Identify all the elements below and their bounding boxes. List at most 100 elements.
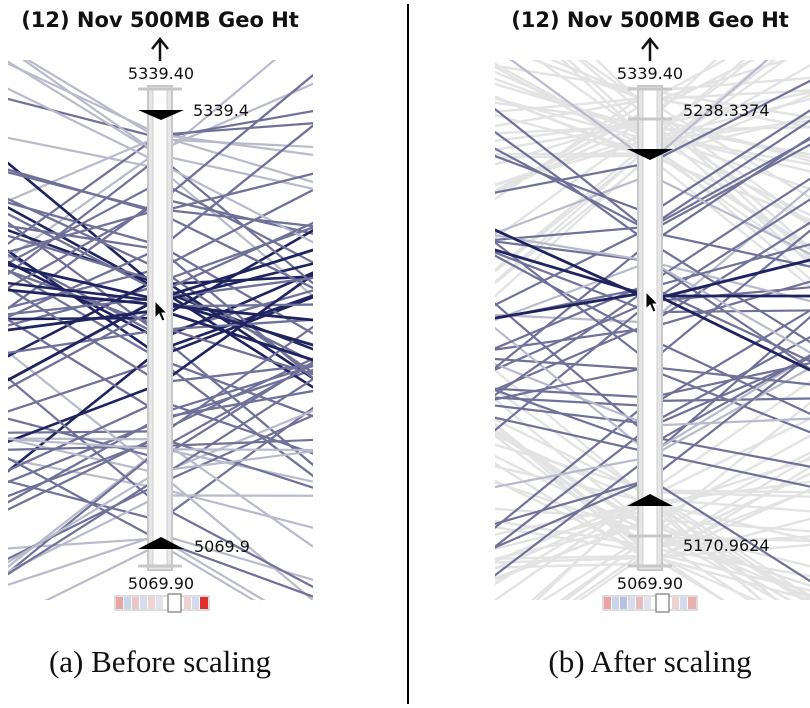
data-polyline-segment bbox=[158, 122, 313, 136]
upper-handle-label: 5238.3374 bbox=[683, 101, 770, 120]
data-polyline-segment bbox=[8, 155, 162, 276]
context-polyline-segment bbox=[648, 543, 810, 560]
context-polyline-segment bbox=[495, 95, 652, 161]
data-polyline-segment bbox=[648, 478, 810, 583]
data-polyline-segment bbox=[158, 124, 313, 250]
data-polyline-segment bbox=[495, 154, 652, 215]
context-polyline-segment bbox=[495, 508, 652, 551]
data-polyline-segment bbox=[158, 226, 313, 283]
data-polyline-segment bbox=[26, 60, 162, 141]
context-polyline-segment bbox=[648, 60, 755, 113]
data-polyline-segment bbox=[8, 62, 162, 136]
axis-bar bbox=[138, 85, 182, 571]
context-polyline-segment bbox=[648, 480, 810, 505]
data-polyline-segment bbox=[648, 221, 810, 325]
color-scale-widget[interactable] bbox=[602, 593, 698, 613]
data-polyline-segment bbox=[495, 455, 652, 489]
context-polyline-segment bbox=[648, 141, 810, 280]
data-polyline-segment bbox=[8, 533, 162, 586]
context-polyline-segment bbox=[577, 550, 652, 600]
panel-before-scaling: (12) Nov 500MB Geo Ht 5339.40 5339.4 506… bbox=[8, 8, 313, 679]
data-polyline-segment bbox=[8, 457, 162, 542]
data-polyline-segment bbox=[495, 107, 652, 234]
data-polyline-segment bbox=[495, 147, 652, 233]
context-polyline-segment bbox=[648, 501, 806, 600]
data-polyline-segment bbox=[8, 249, 162, 358]
lower-range-handle[interactable] bbox=[627, 494, 673, 506]
context-polyline-segment bbox=[648, 106, 810, 225]
data-polyline-segment bbox=[158, 537, 266, 600]
upper-range-handle[interactable] bbox=[138, 110, 184, 120]
data-polyline-segment bbox=[495, 282, 652, 350]
data-polyline-segment bbox=[158, 303, 313, 322]
context-polyline-segment bbox=[648, 145, 810, 251]
context-polyline-segment bbox=[495, 140, 652, 272]
data-polyline-segment bbox=[158, 172, 313, 213]
data-polyline-segment bbox=[648, 177, 810, 285]
context-polyline-segment bbox=[648, 60, 727, 102]
context-polyline-segment bbox=[495, 65, 652, 157]
data-polyline-segment bbox=[158, 378, 313, 479]
context-polyline-segment bbox=[572, 546, 652, 600]
data-polyline-segment bbox=[158, 438, 313, 448]
color-scale-slider-knob[interactable] bbox=[167, 593, 182, 613]
context-polyline-segment bbox=[495, 115, 652, 166]
data-polyline-segment bbox=[495, 425, 652, 548]
data-polyline-segment bbox=[495, 313, 652, 324]
data-polyline-segment bbox=[648, 354, 810, 455]
data-polyline-segment bbox=[648, 143, 810, 233]
data-polyline-segment bbox=[495, 241, 652, 364]
color-scale-slider-knob[interactable] bbox=[655, 593, 670, 613]
data-polyline-segment bbox=[158, 221, 313, 294]
context-polyline-segment bbox=[648, 137, 810, 217]
data-polyline-segment bbox=[158, 325, 313, 437]
context-polyline-segment bbox=[495, 525, 652, 554]
data-polyline-segment bbox=[495, 362, 652, 427]
data-polyline-segment bbox=[8, 296, 162, 316]
context-polyline-segment bbox=[648, 554, 726, 600]
data-polyline-segment bbox=[495, 478, 652, 525]
data-polyline-segment bbox=[158, 358, 313, 418]
lower-handle-label: 5069.9 bbox=[194, 537, 250, 556]
data-polyline-segment bbox=[8, 263, 162, 302]
data-polyline-segment bbox=[158, 504, 313, 589]
context-polyline-segment bbox=[495, 125, 652, 240]
data-polyline-segment bbox=[158, 318, 313, 331]
data-polyline-segment bbox=[495, 399, 652, 529]
context-polyline-segment bbox=[549, 60, 652, 104]
data-polyline-segment bbox=[8, 296, 162, 382]
data-polyline-segment bbox=[8, 136, 162, 170]
context-polyline-segment bbox=[648, 466, 810, 565]
data-polyline-segment bbox=[8, 161, 162, 292]
data-polyline-segment bbox=[648, 241, 810, 344]
context-polyline-segment bbox=[648, 156, 810, 288]
data-polyline-segment bbox=[648, 109, 810, 215]
data-polyline-segment bbox=[495, 131, 652, 245]
context-polyline-segment bbox=[495, 98, 652, 195]
color-scale-widget[interactable] bbox=[114, 593, 210, 613]
context-polyline-segment bbox=[648, 517, 810, 597]
data-polyline-segment bbox=[158, 188, 313, 270]
data-polyline-segment bbox=[648, 290, 810, 372]
data-polyline-segment bbox=[158, 448, 313, 452]
data-polyline-segment bbox=[158, 308, 313, 362]
data-polyline-segment bbox=[8, 382, 162, 443]
context-polyline-segment bbox=[566, 60, 652, 136]
context-polyline-segment bbox=[648, 89, 810, 119]
context-polyline-segment bbox=[648, 554, 810, 600]
lower-range-handle[interactable] bbox=[138, 537, 184, 549]
upper-range-handle[interactable] bbox=[627, 149, 673, 160]
context-polyline-segment bbox=[648, 96, 810, 129]
data-polyline-segment bbox=[495, 161, 652, 194]
data-polyline-segment bbox=[495, 260, 652, 321]
data-polyline-segment bbox=[8, 97, 162, 139]
data-polyline-segment bbox=[8, 212, 162, 294]
up-arrow-icon bbox=[151, 36, 169, 61]
data-polyline-segment bbox=[158, 155, 313, 285]
data-polyline-segment bbox=[8, 377, 162, 508]
axis-bar bbox=[628, 85, 672, 571]
data-polyline-segment bbox=[648, 259, 810, 354]
data-polyline-segment bbox=[495, 173, 652, 235]
data-polyline-segment bbox=[158, 135, 313, 184]
data-polyline-segment bbox=[495, 234, 652, 263]
